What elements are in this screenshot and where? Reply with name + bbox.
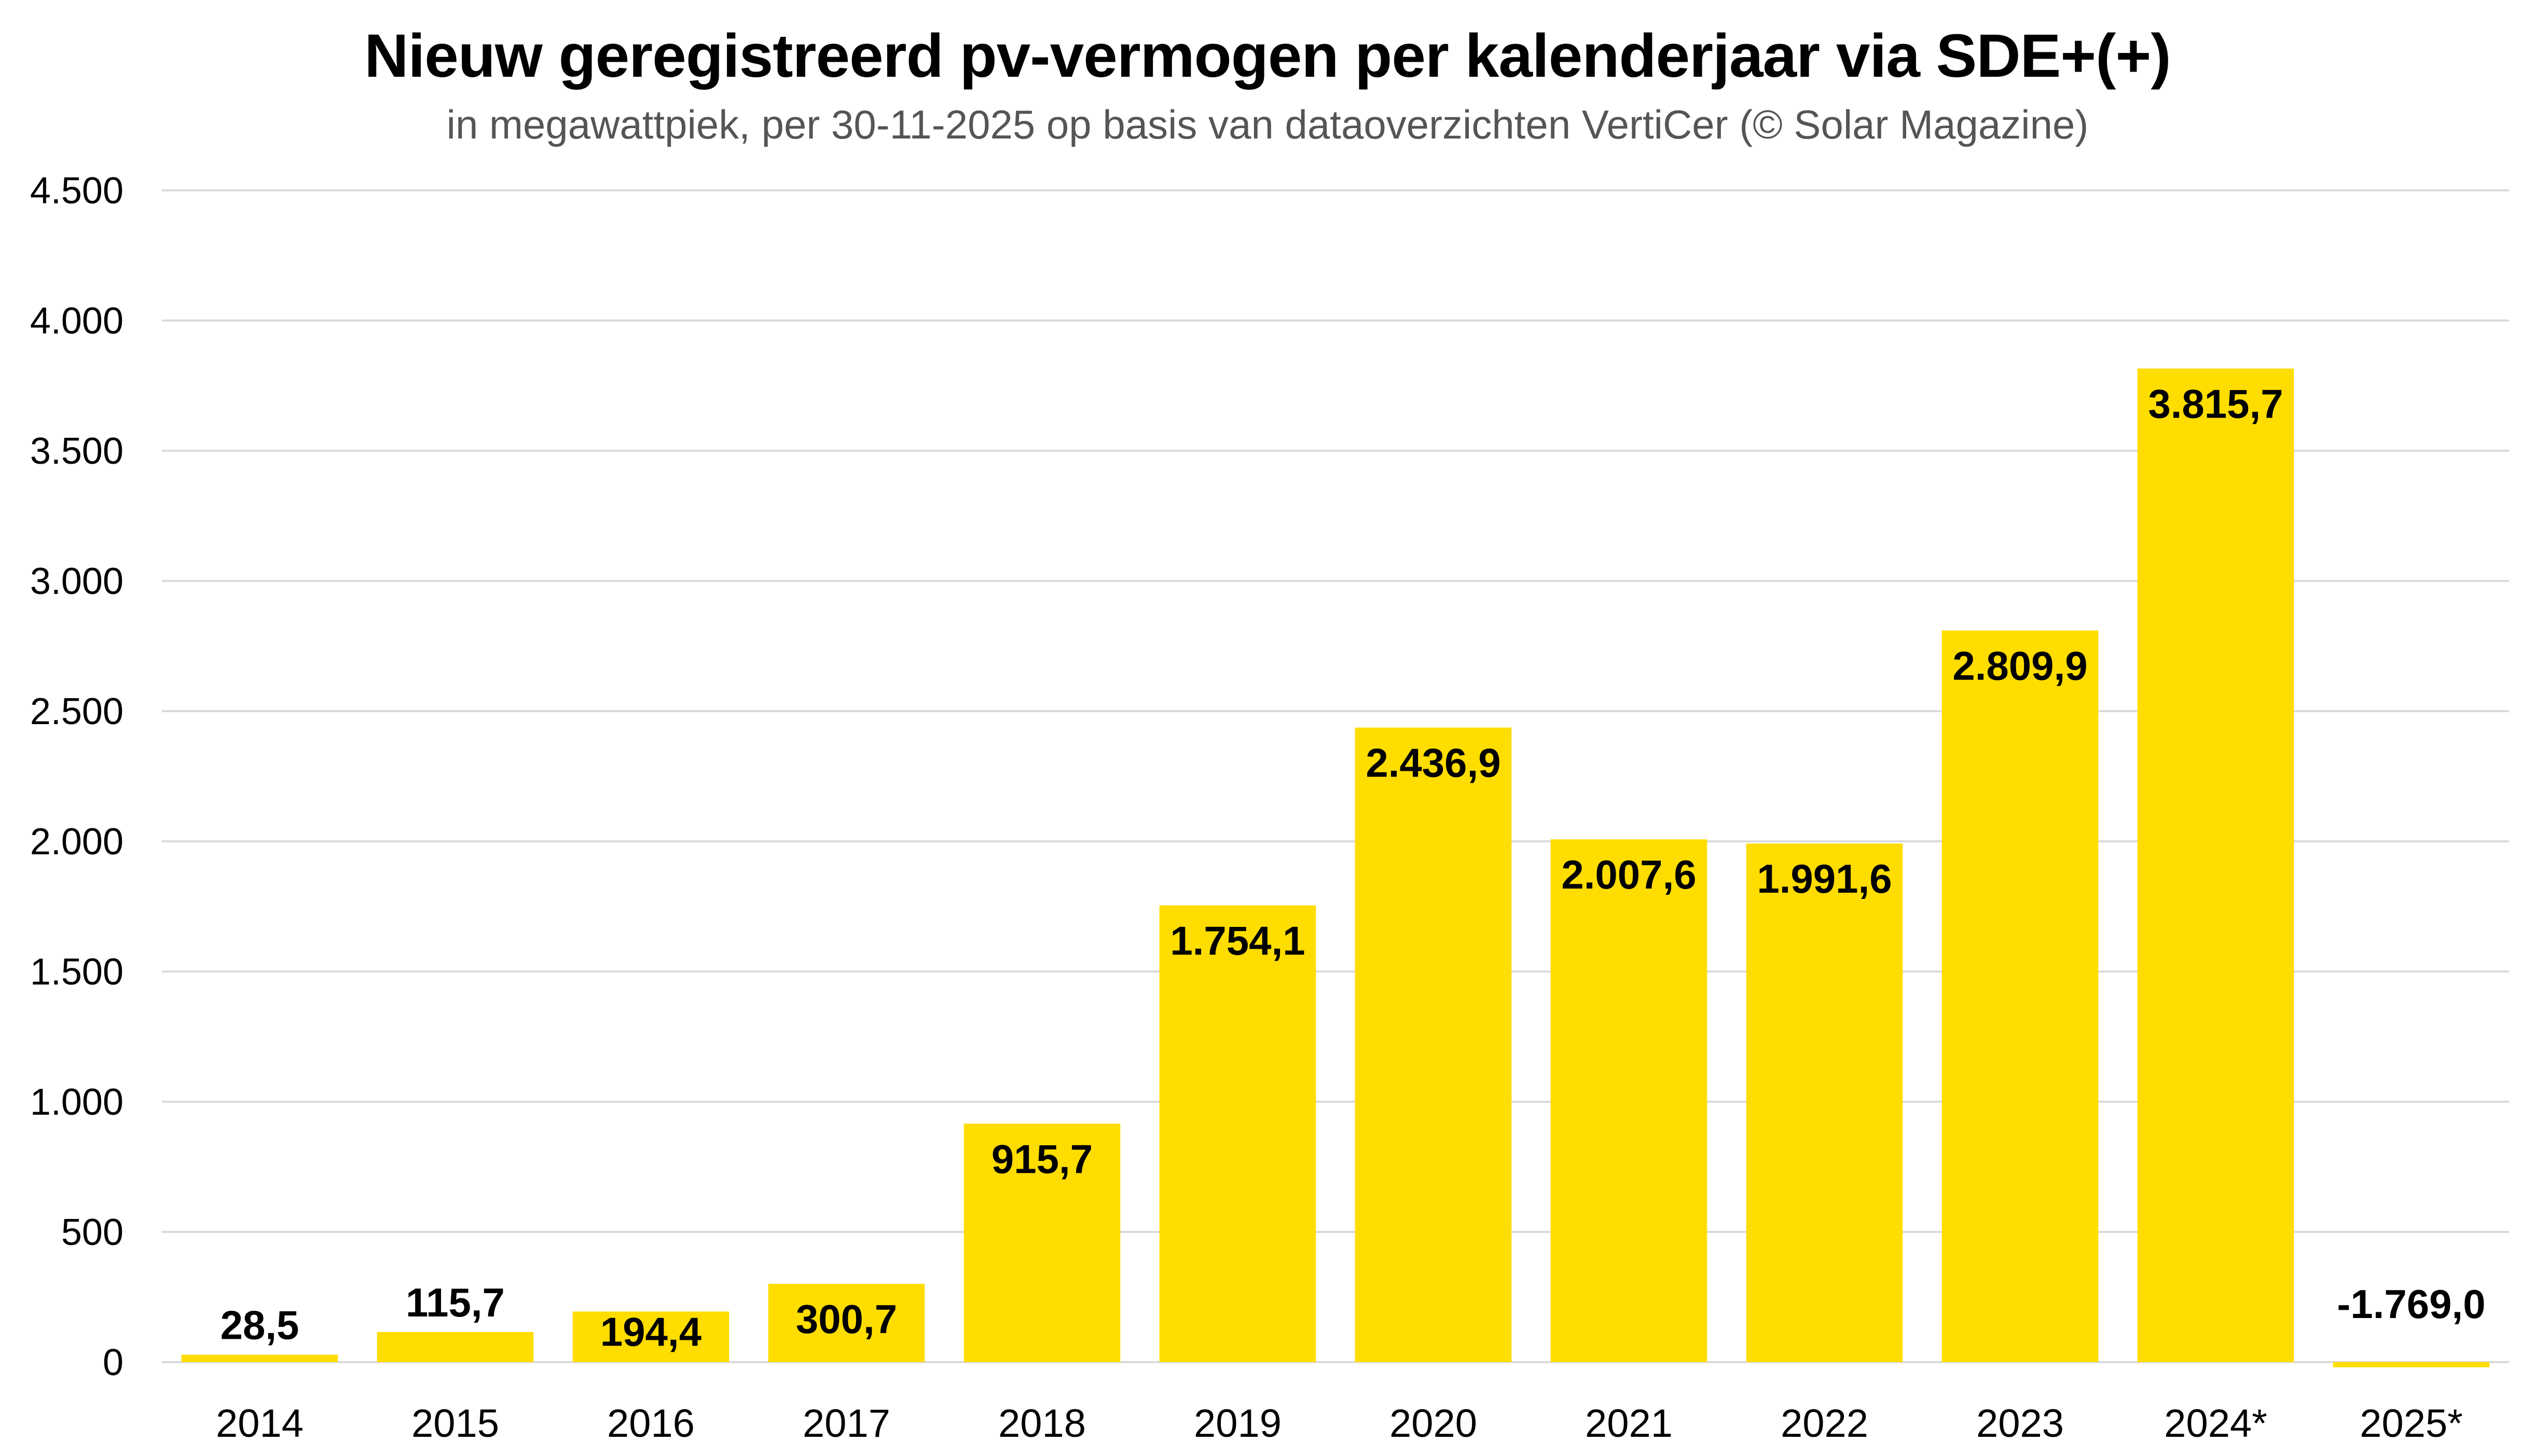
bars [181,368,2490,1367]
y-tick-label: 2.500 [30,691,123,732]
data-label: 3.815,7 [2148,381,2283,427]
data-label: 2.007,6 [1561,852,1696,897]
x-tick-label: 2025* [2360,1402,2463,1446]
bar [572,1311,729,1362]
y-tick-label: 1.500 [30,951,123,993]
data-label: 1.991,6 [1757,856,1892,902]
chart-title: Nieuw geregistreerd pv-vermogen per kale… [364,22,2171,90]
x-tick-label: 2017 [803,1402,890,1446]
y-axis: 0 500 1.000 1.500 2.000 2.500 3.000 3.500 4.000 4… [30,170,123,1383]
y-tick-label: 2.000 [30,821,123,863]
y-tick-label: 500 [61,1212,123,1253]
x-tick-label: 2014 [216,1402,304,1446]
y-tick-label: 3.000 [30,561,123,602]
y-tick-label: 4.000 [30,300,123,342]
data-label: 1.754,1 [1170,918,1305,963]
bar [1941,630,2099,1362]
data-label: 915,7 [991,1136,1093,1182]
data-label: 2.809,9 [1952,643,2087,688]
data-label: 28,5 [221,1302,299,1348]
x-axis: 2014 2015 2016 2017 2018 2019 2020 2021 2022 2023… [216,1402,2463,1446]
y-tick-label: 4.500 [30,170,123,212]
data-label: 194,4 [600,1309,701,1355]
y-tick-label: 1.000 [30,1081,123,1123]
x-tick-label: 2018 [998,1402,1086,1446]
data-labels: 28,5 115,7 194,4 300,7 915,7 1.754,1 2.436,9 2.… [221,381,2486,1355]
y-tick-label: 3.500 [30,431,123,472]
y-tick-label: 0 [103,1342,123,1383]
bar [1746,843,1903,1362]
bar [1159,905,1316,1362]
data-label: -1.769,0 [2337,1281,2485,1327]
bar [2137,368,2294,1363]
x-tick-label: 2024* [2164,1402,2267,1446]
x-tick-label: 2021 [1585,1402,1673,1446]
x-tick-label: 2023 [1976,1402,2064,1446]
data-label: 300,7 [796,1296,897,1342]
x-tick-label: 2015 [411,1402,499,1446]
bar [963,1124,1121,1362]
x-tick-label: 2016 [607,1402,695,1446]
x-tick-label: 2019 [1194,1402,1282,1446]
chart-subtitle: in megawattpiek, per 30-11-2025 op basis… [446,102,2089,147]
bar [377,1332,534,1362]
bar [1550,839,1707,1362]
data-label: 115,7 [406,1280,505,1325]
bar [768,1284,925,1362]
x-tick-label: 2020 [1389,1402,1477,1446]
data-label: 2.436,9 [1366,740,1500,786]
bar [1355,727,1512,1362]
gridlines [162,189,2509,1363]
bar [2333,1362,2490,1367]
bar [181,1354,338,1362]
x-tick-label: 2022 [1781,1402,1868,1446]
